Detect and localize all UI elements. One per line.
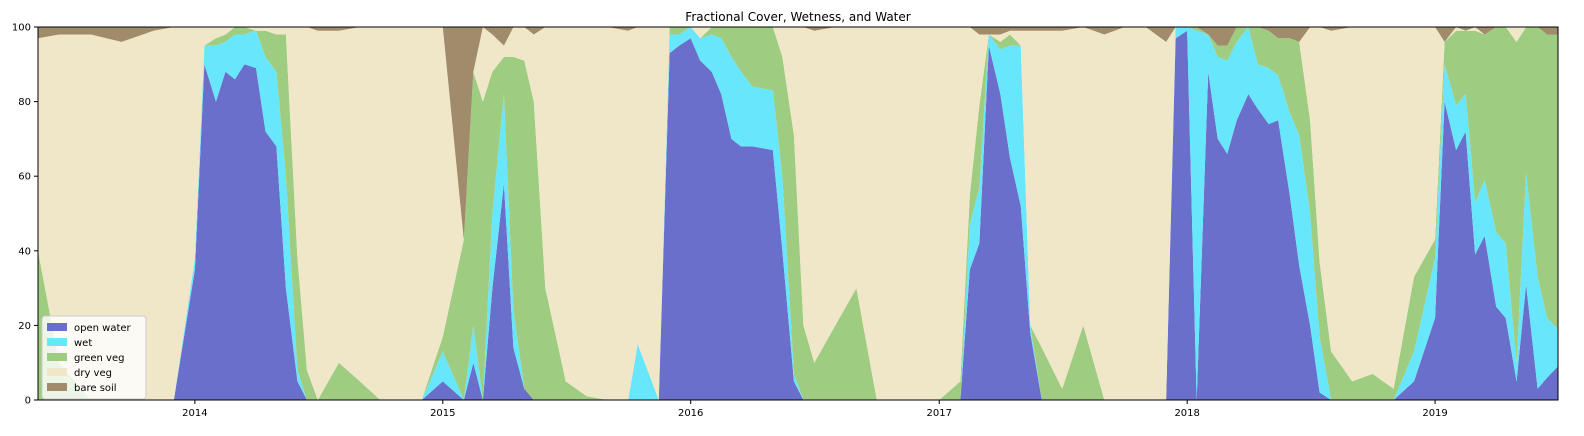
y-axis-ticks: 0 20 40 60 80 100 [12,23,38,407]
x-tick-label: 2017 [927,408,952,419]
x-axis-ticks: 2014 2015 2016 2017 2018 2019 [182,400,1448,419]
area-series-dry-veg [38,27,1558,400]
area-series-open-water [38,30,1558,400]
y-tick-label: 0 [25,396,31,407]
legend-swatch [47,383,67,391]
y-tick-label: 20 [18,321,31,332]
legend-swatch [47,353,67,361]
legend: open water wet green veg dry veg bare soil [41,315,147,400]
x-tick-label: 2019 [1422,408,1447,419]
legend-label: wet [74,338,92,349]
plot-frame [37,26,1559,401]
area-series-green-veg [38,27,1558,400]
y-tick-label: 100 [12,23,31,34]
y-tick-label: 80 [18,97,31,108]
legend-box [41,315,147,400]
stacked-areas [38,27,1558,400]
y-tick-label: 60 [18,172,31,183]
x-tick-label: 2015 [430,408,455,419]
legend-swatch [47,368,67,376]
x-tick-label: 2016 [678,408,703,419]
legend-swatch [47,338,67,346]
legend-swatch [47,323,67,331]
legend-label: bare soil [74,383,117,394]
x-tick-label: 2014 [182,408,207,419]
x-tick-label: 2018 [1174,408,1199,419]
axes [37,26,1559,401]
legend-label: dry veg [74,368,112,379]
y-tick-label: 40 [18,246,31,257]
legend-label: open water [74,323,132,334]
legend-label: green veg [74,353,124,364]
chart-title: Fractional Cover, Wetness, and Water [685,10,910,24]
